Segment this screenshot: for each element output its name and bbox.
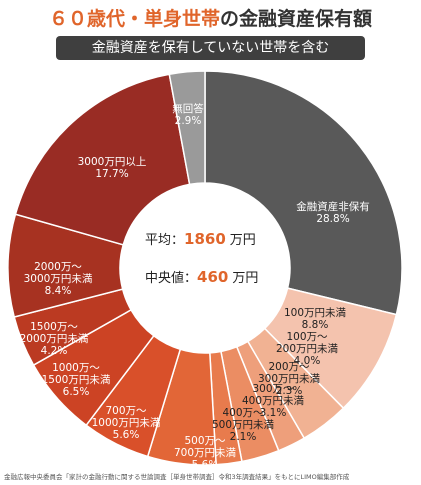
slice-label-8: 1000万〜 1500万円未満 6.5% — [42, 362, 111, 398]
chart-title-rest: の金融資産保有額 — [220, 8, 373, 30]
slice-12 — [168, 70, 206, 186]
average-label: 平均： — [145, 233, 184, 248]
slice-label-12: 無回答 2.9% — [172, 102, 204, 127]
source-footnote: 金融広報中央委員会「家計の金融行動に関する世論調査［単身世帯調査］令和3年調査結… — [4, 473, 350, 481]
slice-label-0: 金融資産非保有 28.8% — [296, 200, 370, 225]
median-unit: 万円 — [232, 271, 258, 286]
slice-label-4: 300万〜 400万円未満 3.1% — [242, 383, 305, 419]
chart-title: ６０歳代・単身世帯の金融資産保有額 — [0, 4, 421, 31]
slice-label-5: 400万〜 500万円未満 2.1% — [212, 407, 275, 443]
average-unit: 万円 — [230, 233, 256, 248]
slice-label-2: 100万〜 200万円未満 4.0% — [276, 331, 339, 367]
slice-11 — [14, 73, 191, 246]
center-summary: 平均：1860 万円 中央値：460 万円 — [145, 230, 258, 286]
chart-subtitle: 金融資産を保有していない世帯を含む — [56, 36, 365, 60]
slice-label-7: 700万〜 1000万円未満 5.6% — [92, 405, 161, 441]
average-value: 1860 — [184, 230, 226, 248]
median-value: 460 — [197, 268, 228, 286]
slice-label-3: 200万〜 300万円未満 2.3% — [258, 361, 321, 397]
slice-label-10: 2000万〜 3000万円未満 8.4% — [24, 261, 93, 297]
chart-title-accent: ６０歳代・単身世帯 — [48, 8, 220, 30]
slice-label-1: 100万円未満 8.8% — [284, 307, 347, 331]
slice-label-9: 1500万〜 2000万円未満 4.2% — [20, 321, 89, 357]
median-label: 中央値： — [145, 270, 197, 286]
slice-0 — [204, 70, 403, 316]
slice-label-11: 3000万円以上 17.7% — [78, 156, 147, 180]
slice-label-6: 500万〜 700万円未満 5.6% — [174, 435, 237, 471]
